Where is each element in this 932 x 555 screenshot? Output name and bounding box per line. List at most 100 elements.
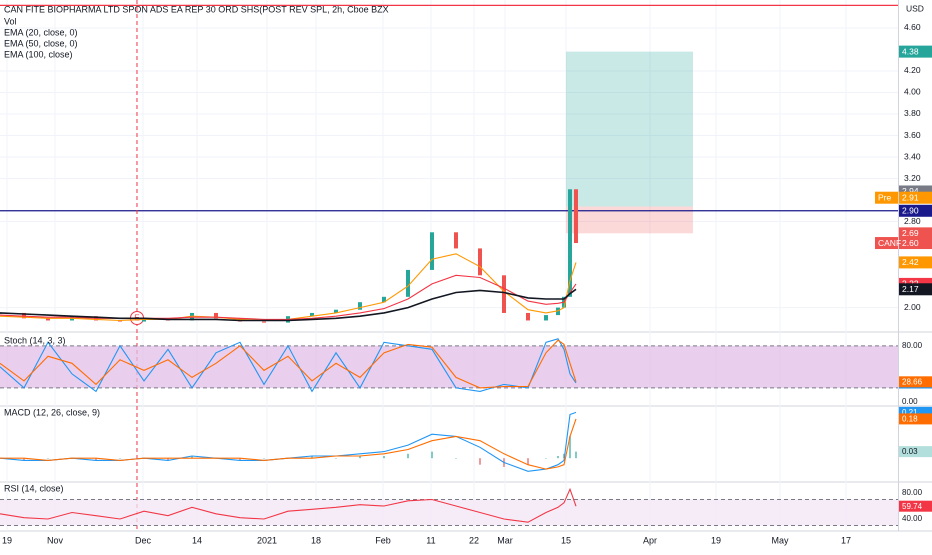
ema-line [0,288,577,322]
candle [567,189,572,297]
x-tick-label: 15 [561,535,571,545]
candle [405,269,410,297]
x-tick-label: 18 [311,535,321,545]
histogram-bar [574,451,577,459]
candle [525,312,530,321]
value-badge: 0.18 [902,415,918,424]
price-badge-prefix: CANF [878,238,901,248]
candle [477,248,482,276]
indicator-line [0,487,577,523]
histogram-bar [334,458,337,459]
x-tick-label: 19 [711,535,721,545]
price-badge: 2.60 [902,238,919,248]
price-badge-bg [899,191,932,204]
price-badge-bg [899,283,932,296]
x-tick-label: Nov [47,535,64,545]
y-tick-label: 2.80 [904,216,921,226]
candle [573,189,578,244]
target-badge-bg [899,45,932,58]
y-tick-label: 80.00 [902,488,923,497]
indicator-line [0,339,577,389]
legend-entry: EMA (50, close, 0) [4,38,78,48]
histogram-bar [430,451,433,459]
histogram-bar [46,458,49,459]
candle [429,232,434,270]
x-tick-label: Apr [643,535,657,545]
histogram-bar [166,458,169,461]
histogram-bar [118,458,121,459]
y-tick-label: 80.00 [902,341,923,350]
candle [453,232,458,249]
x-tick-label: Mar [497,535,513,545]
pane-title: MACD (12, 26, close, 9) [4,407,100,417]
histogram-bar [562,453,565,459]
candle [309,312,314,317]
target-badge: 4.38 [902,46,919,56]
indicator-line [0,411,577,472]
y-tick-label: 4.20 [904,65,921,75]
x-tick-label: 2021 [257,535,277,545]
candle [381,296,386,303]
y-tick-label: 3.80 [904,108,921,118]
x-tick-label: May [771,535,789,545]
y-tick-label: 2.00 [904,302,921,312]
value-badge-bg [899,446,932,458]
legend-entry: EMA (20, close, 0) [4,27,78,37]
position-profit-zone [565,51,693,207]
candle [357,302,362,310]
candle [261,321,266,323]
x-tick-label: 22 [469,535,479,545]
y-tick-label: 3.40 [904,151,921,161]
histogram-bar [94,458,97,461]
price-badge-bg [899,256,932,269]
y-tick-label: 40.00 [902,514,923,523]
price-badge: 2.42 [902,257,919,267]
currency-label: USD [906,3,924,13]
candle [213,312,218,319]
candle [543,315,548,321]
price-badge-prefix-bg [875,191,898,204]
price-badge-prefix: Pre [878,192,892,202]
y-tick-label: 4.00 [904,87,921,97]
band [0,499,898,526]
value-badge: 59.74 [902,502,923,511]
pane-title: Stoch (14, 3, 3) [4,335,66,345]
candle [21,312,26,319]
histogram-bar [526,458,529,465]
value-badge-bg [899,376,932,388]
ema-line [0,253,577,322]
x-tick-label: 19 [2,535,12,545]
histogram-bar [568,436,571,459]
x-tick-label: Feb [375,535,391,545]
candle [45,318,50,321]
price-badge-bg [899,204,932,217]
value-badge: 28.66 [902,377,923,386]
value-badge: 0.03 [902,447,918,456]
price-badge: 2.90 [902,206,919,216]
candle [501,275,506,313]
price-badge: 2.17 [902,284,919,294]
histogram-bar [544,458,547,459]
value-badge-bg [899,500,932,512]
stop-badge-bg [899,227,932,240]
price-badge-bg [899,237,932,250]
histogram-bar [382,456,385,459]
y-tick-label: 0.00 [902,397,918,406]
entry-badge: 2.94 [902,186,919,196]
legend-entry: EMA (100, close) [4,49,73,59]
x-tick-label: 17 [841,535,851,545]
histogram-bar [22,458,25,461]
y-tick-label: 3.20 [904,173,921,183]
value-badge: 0.21 [902,408,918,417]
histogram-bar [190,456,193,459]
price-badge: 2.91 [902,192,919,202]
histogram-bar [454,458,457,459]
indicator-line [0,418,577,470]
y-tick-label: 4.60 [904,22,921,32]
histogram-bar [262,458,265,459]
histogram-bar [556,456,559,459]
x-tick-label: 14 [192,535,202,545]
chart-title: CAN FITE BIOPHARMA LTD SPON ADS EA REP 3… [4,4,389,14]
